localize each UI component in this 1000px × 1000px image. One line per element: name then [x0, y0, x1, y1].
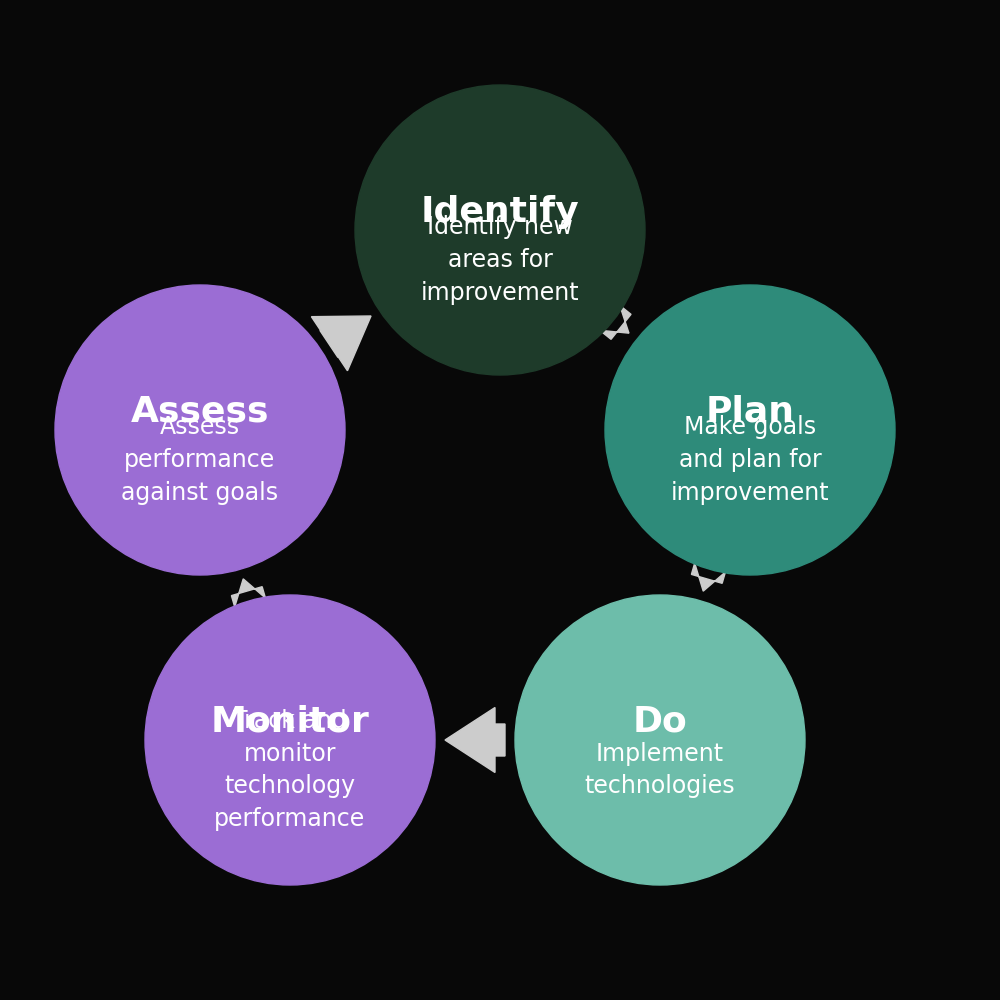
Circle shape [355, 85, 645, 375]
Circle shape [55, 285, 345, 575]
Text: Make goals
and plan for
improvement: Make goals and plan for improvement [671, 415, 829, 505]
Polygon shape [311, 316, 371, 371]
Circle shape [145, 595, 435, 885]
Text: Assess: Assess [131, 395, 269, 429]
Polygon shape [570, 277, 631, 339]
Text: Monitor: Monitor [211, 705, 369, 739]
Text: Identify new
areas for
improvement: Identify new areas for improvement [421, 215, 579, 305]
Polygon shape [445, 708, 505, 772]
Text: Identify: Identify [421, 195, 579, 229]
Text: Implement
technologies: Implement technologies [585, 742, 735, 798]
Polygon shape [226, 579, 288, 636]
Circle shape [515, 595, 805, 885]
Text: Assess
performance
against goals: Assess performance against goals [121, 415, 279, 505]
Text: Plan: Plan [706, 395, 794, 429]
Circle shape [605, 285, 895, 575]
Text: Track and
monitor
technology
performance: Track and monitor technology performance [214, 709, 366, 831]
Polygon shape [686, 534, 748, 591]
Text: Do: Do [633, 705, 687, 739]
